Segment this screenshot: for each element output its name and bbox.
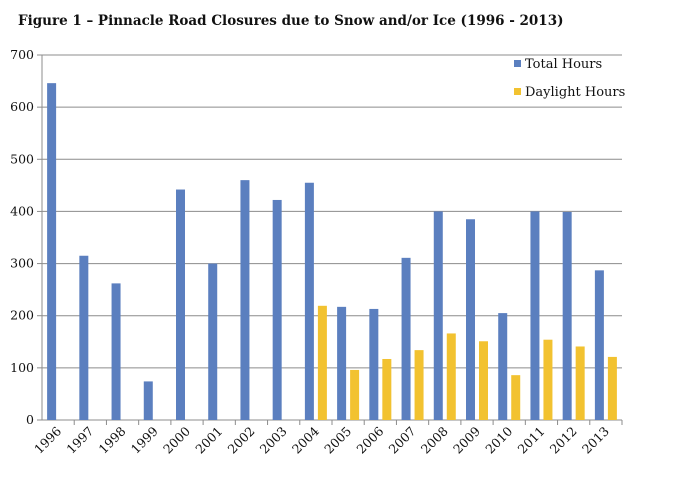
x-tick-label: 2003 [257, 423, 290, 456]
y-tick-label: 0 [26, 412, 34, 427]
x-tick-label: 2013 [579, 423, 612, 456]
bar-total-hours-1998 [111, 283, 121, 420]
legend: Total Hours Daylight Hours [514, 57, 625, 100]
x-tick-labels: 1996 1997 1998 1999 2000 2001 2002 2003 2004 2005… [31, 423, 612, 456]
bar-total-hours-1996 [47, 83, 57, 421]
bar-total-hours-2013 [594, 270, 604, 420]
bar-total-hours-2009 [466, 219, 475, 420]
bar-daylight-hours-2008 [446, 333, 456, 420]
y-tick-label: 500 [10, 151, 34, 166]
x-tick-label: 1999 [128, 423, 161, 456]
bar-daylight-hours-2012 [575, 346, 585, 420]
bar-total-hours-2012 [562, 211, 572, 420]
y-tick-label: 200 [10, 308, 34, 323]
gridlines [42, 54, 622, 369]
bar-daylight-hours-2005 [350, 369, 360, 420]
bar-daylight-hours-2011 [543, 339, 553, 420]
y-tick-label: 600 [10, 99, 34, 114]
bar-total-hours-2000 [176, 189, 185, 420]
y-tick-label: 400 [10, 203, 34, 218]
y-tick-label: 700 [10, 47, 34, 62]
x-tick-label: 2001 [192, 424, 225, 457]
x-tick-label: 1998 [96, 423, 129, 456]
bar-daylight-hours-2004 [317, 305, 327, 420]
x-tick-label: 2004 [289, 423, 322, 456]
bar-daylight-hours-2013 [607, 356, 617, 420]
bar-daylight-hours-2010 [511, 375, 521, 420]
bar-total-hours-2003 [272, 199, 282, 420]
x-tick-label: 2000 [160, 423, 193, 456]
legend-swatch [514, 60, 521, 67]
bar-total-hours-1999 [143, 381, 153, 420]
y-tick-labels: 0 100 200 300 400 500 600 700 [10, 47, 34, 427]
bar-total-hours-1997 [79, 255, 89, 420]
y-tick-label: 300 [10, 256, 34, 271]
bar-total-hours-2006 [369, 308, 379, 420]
x-tick-label: 1997 [63, 423, 96, 456]
x-tick-label: 2006 [353, 423, 386, 456]
bar-daylight-hours-2009 [479, 341, 488, 420]
x-tick-label: 2010 [482, 423, 515, 456]
bar-total-hours-2010 [498, 313, 508, 420]
axes [37, 54, 623, 425]
x-tick-label: 2008 [418, 423, 451, 456]
bar-total-hours-2002 [240, 180, 250, 420]
legend-label: Daylight Hours [525, 85, 625, 100]
bar-total-hours-2005 [337, 306, 347, 420]
bar-total-hours-2004 [304, 182, 314, 420]
x-tick-label: 2009 [450, 423, 483, 456]
y-tick-label: 100 [10, 360, 34, 375]
x-tick-label: 2007 [386, 423, 419, 456]
chart-title: Figure 1 – Pinnacle Road Closures due to… [18, 13, 563, 29]
bar-total-hours-2008 [433, 211, 443, 420]
legend-swatch [514, 88, 521, 95]
x-tick-label: 2002 [224, 424, 257, 457]
legend-label: Total Hours [525, 57, 602, 72]
bar-daylight-hours-2006 [382, 358, 392, 420]
bars [47, 83, 617, 421]
x-tick-label: 2012 [547, 424, 580, 457]
x-tick-label: 1996 [31, 423, 64, 456]
x-tick-label: 2011 [514, 424, 547, 457]
bar-total-hours-2007 [401, 257, 411, 420]
x-tick-label: 2005 [321, 424, 354, 457]
bar-total-hours-2001 [208, 263, 218, 420]
bar-daylight-hours-2007 [414, 350, 424, 420]
bar-total-hours-2011 [530, 211, 540, 420]
